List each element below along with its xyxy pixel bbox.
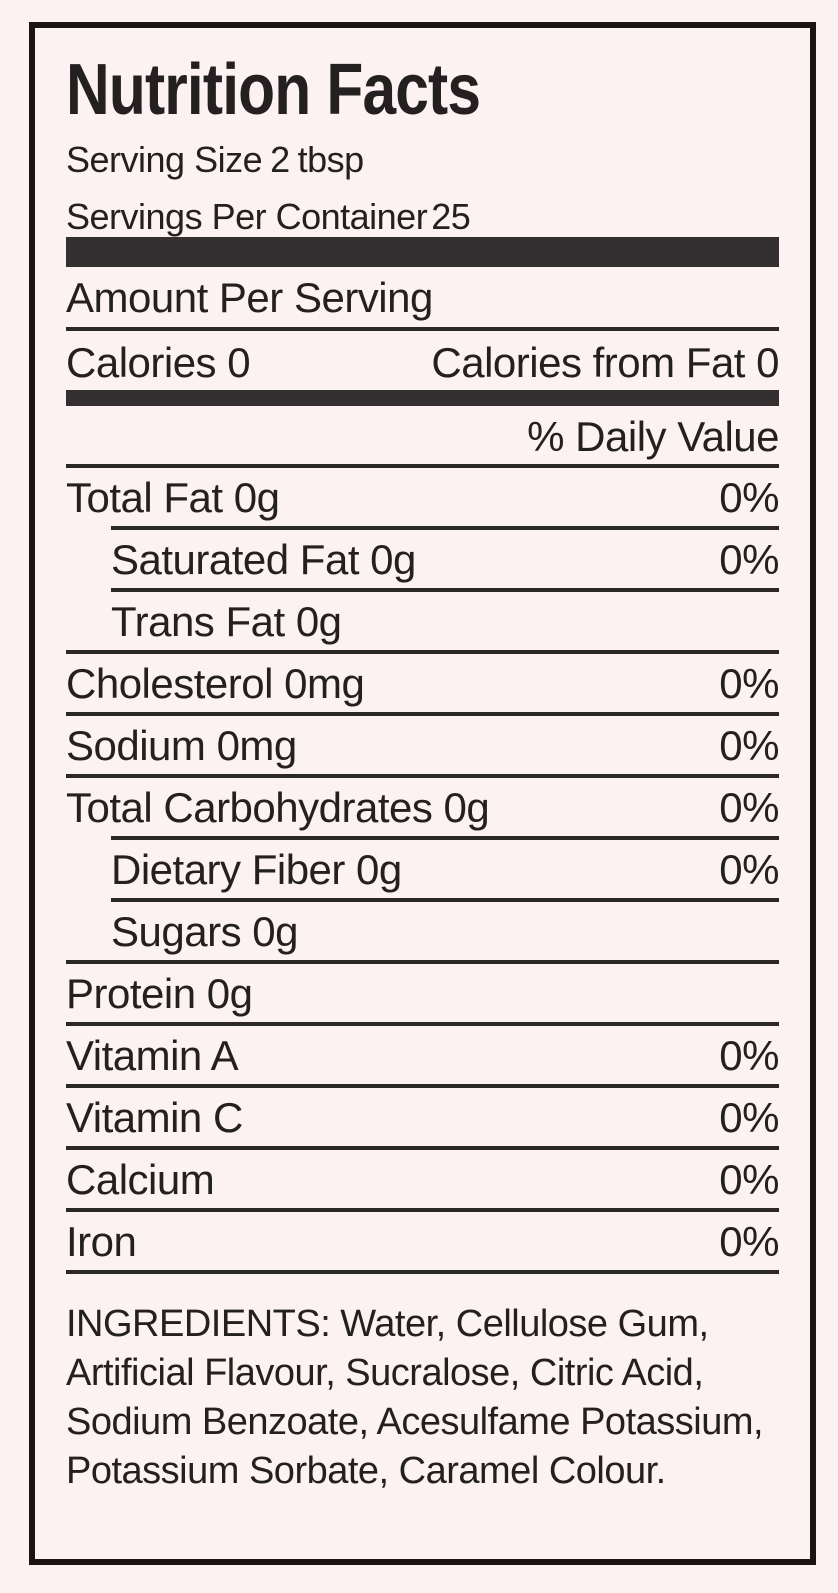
nutrient-daily-value: 0% <box>719 1156 779 1203</box>
nutrient-name: Vitamin C <box>66 1094 243 1141</box>
nutrient-name: Protein 0g <box>66 970 253 1017</box>
calories-row: Calories 0 Calories from Fat 0 <box>66 331 779 390</box>
nutrition-facts-label: Nutrition Facts Serving Size 2 tbsp Servin… <box>29 22 816 1565</box>
nutrient-name: Saturated Fat 0g <box>111 536 416 583</box>
nutrient-name: Sodium 0mg <box>66 722 297 769</box>
nutrient-row: Sugars 0g <box>66 902 779 964</box>
calories: Calories 0 <box>66 339 251 386</box>
nutrient-row: Vitamin A 0% <box>66 1026 779 1088</box>
nutrient-daily-value: 0% <box>719 1094 779 1141</box>
divider-line <box>66 464 779 468</box>
nutrient-name: Iron <box>66 1218 137 1265</box>
nutrient-daily-value: 0% <box>719 474 779 521</box>
nutrient-daily-value: 0% <box>719 722 779 769</box>
nutrient-row: Total Carbohydrates 0g 0% <box>66 778 779 840</box>
nutrient-daily-value: 0% <box>719 1032 779 1079</box>
serving-size-unit: tbsp <box>297 139 365 180</box>
nutrient-name: Calcium <box>66 1156 215 1203</box>
nutrient-name: Total Carbohydrates 0g <box>66 784 490 831</box>
amount-per-serving-heading: Amount Per Serving <box>66 274 433 321</box>
nutrient-daily-value: 0% <box>719 846 779 893</box>
ingredients-text: INGREDIENTS: Water, Cellulose Gum, Artif… <box>66 1303 764 1492</box>
nutrient-row: Cholesterol 0mg 0% <box>66 654 779 716</box>
section-divider-bar-thin <box>66 390 779 406</box>
nutrient-name: Vitamin A <box>66 1032 239 1079</box>
servings-per-container-label: Servings Per Container <box>66 196 428 237</box>
calories-value: 0 <box>227 339 251 386</box>
nutrient-name: Cholesterol 0mg <box>66 660 365 707</box>
nutrient-row: Iron 0% <box>66 1212 779 1274</box>
label-title-text: Nutrition Facts <box>66 50 481 130</box>
daily-value-heading: % Daily Value <box>527 413 779 460</box>
calories-label: Calories <box>66 339 217 386</box>
nutrient-row: Trans Fat 0g <box>66 592 779 654</box>
nutrient-name: Dietary Fiber 0g <box>111 846 402 893</box>
serving-size-label: Serving Size <box>66 139 263 180</box>
nutrient-row: Calcium 0% <box>66 1150 779 1212</box>
label-title: Nutrition Facts <box>66 54 779 126</box>
divider-line <box>66 327 779 331</box>
nutrient-row: Total Fat 0g 0% <box>66 468 779 530</box>
nutrient-row: Protein 0g <box>66 964 779 1026</box>
serving-size-line: Serving Size 2 tbsp <box>66 140 779 180</box>
nutrient-name: Sugars 0g <box>111 908 298 955</box>
nutrient-row: Dietary Fiber 0g 0% <box>66 840 779 902</box>
servings-per-container-line: Servings Per Container 25 <box>66 197 779 237</box>
section-divider-bar-thick <box>66 237 779 267</box>
nutrient-daily-value: 0% <box>719 660 779 707</box>
nutrient-rows: Total Fat 0g 0% Saturated Fat 0g 0% Trans Fa… <box>66 468 779 1274</box>
nutrient-row: Sodium 0mg 0% <box>66 716 779 778</box>
calories-from-fat: Calories from Fat 0 <box>431 340 779 386</box>
nutrient-name: Total Fat 0g <box>66 474 280 521</box>
nutrient-name: Trans Fat 0g <box>111 598 342 645</box>
serving-size-value: 2 <box>270 139 290 180</box>
calories-from-fat-value: 0 <box>756 339 779 386</box>
nutrient-daily-value: 0% <box>719 1218 779 1265</box>
nutrient-daily-value: 0% <box>719 536 779 583</box>
nutrient-row: Saturated Fat 0g 0% <box>66 530 779 592</box>
servings-per-container-value: 25 <box>431 196 471 237</box>
calories-from-fat-label: Calories from Fat <box>431 339 745 386</box>
nutrient-daily-value: 0% <box>719 784 779 831</box>
nutrient-row: Vitamin C 0% <box>66 1088 779 1150</box>
